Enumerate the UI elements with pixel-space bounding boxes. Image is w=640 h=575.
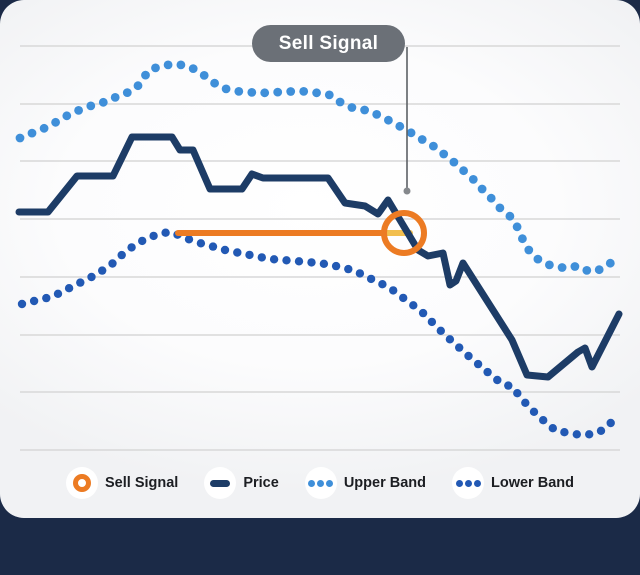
- legend-item-upper-band: Upper Band: [304, 467, 426, 499]
- footer-band: [0, 518, 640, 575]
- sell-signal-marker-icon: [66, 467, 98, 499]
- series-price: [15, 133, 623, 381]
- sell-signal-circle-icon: [381, 210, 427, 256]
- chart-legend: Sell Signal Price Upper Band Lower Band: [0, 467, 640, 499]
- upper-band-marker-icon: [304, 467, 337, 499]
- legend-label: Upper Band: [343, 475, 426, 491]
- sell-signal-callout-label: Sell Signal: [252, 25, 405, 62]
- lower-band-marker-icon: [452, 467, 484, 499]
- legend-label: Sell Signal: [105, 475, 179, 491]
- legend-item-lower-band: Lower Band: [452, 467, 574, 499]
- legend-label: Lower Band: [491, 475, 574, 491]
- series-lower-band: [17, 228, 615, 439]
- chart-card: Sell Signal Sell Signal Price Upper Band Lo…: [0, 0, 640, 518]
- legend-label: Price: [243, 475, 279, 491]
- legend-item-price: Price: [204, 467, 279, 499]
- price-marker-icon: [204, 467, 237, 499]
- chart-canvas: [15, 45, 623, 451]
- series-upper-band: [15, 60, 615, 275]
- legend-item-sell-signal: Sell Signal: [66, 467, 178, 499]
- sell-signal-callout-line: [403, 47, 411, 195]
